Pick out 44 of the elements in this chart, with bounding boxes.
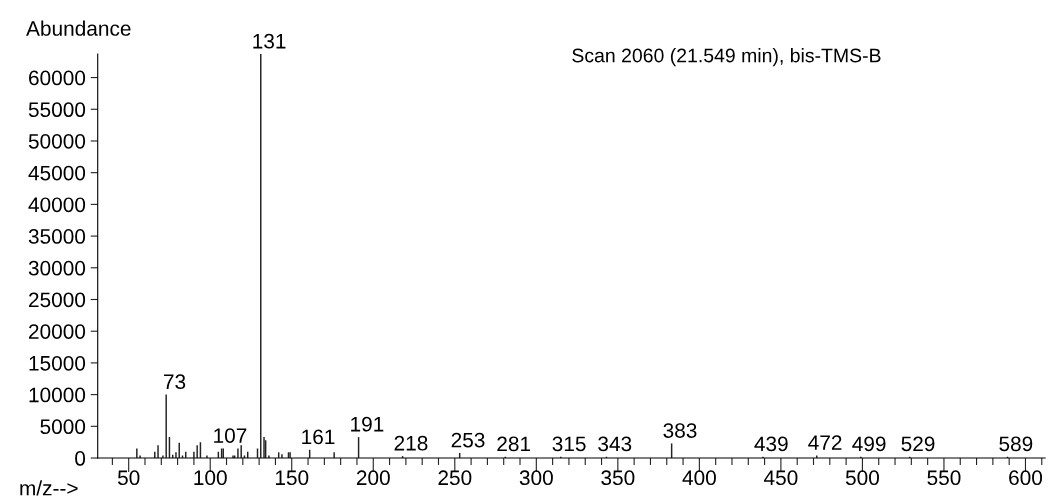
y-axis-title: Abundance	[26, 20, 131, 36]
y-tick-label: 0	[75, 451, 86, 466]
annotation: 253	[451, 432, 485, 448]
annotation: 191	[351, 416, 384, 432]
y-tick-label: 35000	[28, 229, 86, 244]
y-tick-label: 60000	[29, 70, 86, 86]
annotation: 107	[214, 428, 247, 443]
y-tick-label: 40000	[28, 197, 86, 213]
annotation: 73	[164, 374, 186, 390]
y-tick-label: 50000	[28, 133, 86, 149]
y-tick-label: 45000	[28, 165, 86, 181]
y-tick-label: 15000	[29, 355, 86, 371]
annotation: 281	[497, 436, 531, 452]
x-tick-label: 350	[601, 470, 635, 486]
x-tick-label: 250	[438, 470, 472, 486]
annotation: 161	[302, 429, 335, 445]
y-tick-label: 10000	[29, 387, 86, 403]
x-tick-label: 400	[682, 470, 716, 486]
x-tick-label: 450	[764, 470, 798, 486]
annotation: 315	[552, 436, 586, 452]
y-tick-label: 30000	[28, 260, 86, 276]
x-tick-label: 600	[1009, 470, 1043, 486]
y-tick-label: 5000	[40, 419, 86, 435]
x-tick-label: 100	[194, 470, 227, 486]
x-tick-label: 500	[845, 470, 879, 486]
annotation: 589	[999, 436, 1033, 452]
annotation: 383	[663, 423, 697, 438]
annotation: 439	[754, 436, 788, 452]
x-tick-label: 50	[117, 470, 140, 486]
annotation: 131	[253, 33, 286, 49]
x-tick-label: 200	[356, 470, 390, 486]
annotation: 499	[852, 436, 886, 452]
annotation: 343	[598, 436, 632, 452]
x-tick-label: 300	[519, 470, 553, 486]
x-tick-label: 150	[275, 470, 309, 486]
annotation: 218	[394, 435, 428, 451]
x-axis-title: m/z-->	[20, 480, 78, 496]
y-tick-label: 25000	[29, 292, 86, 308]
annotation: 529	[901, 436, 935, 452]
x-tick-label: 550	[927, 470, 961, 486]
y-tick-label: 20000	[29, 324, 86, 339]
chart-title: Scan 2060 (21.549 min), bis-TMS-B	[572, 48, 881, 67]
y-tick-label: 55000	[28, 102, 86, 118]
annotation: 472	[808, 435, 842, 450]
